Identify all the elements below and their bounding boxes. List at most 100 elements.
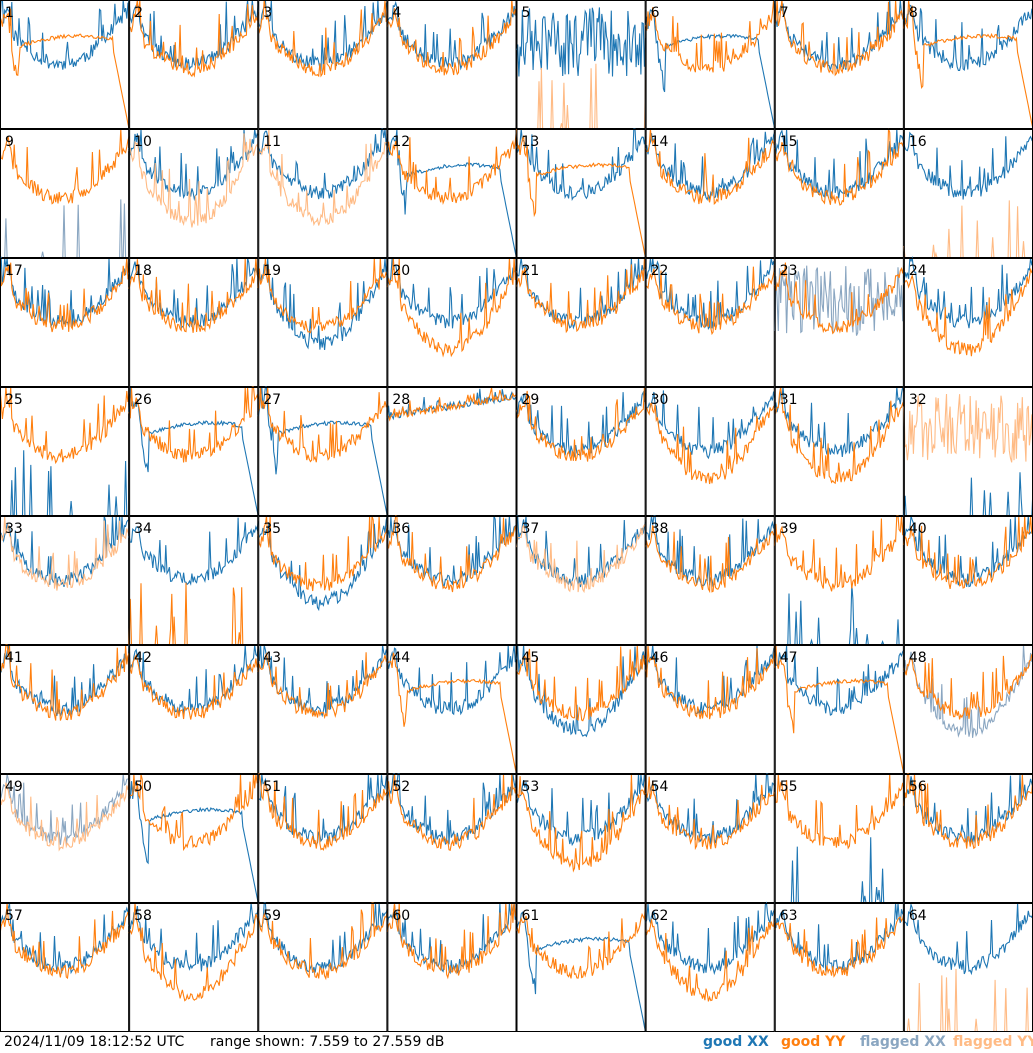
panel-50-xx-line (129, 780, 259, 904)
panel-48-xx-line (903, 644, 1033, 738)
panel-58-label: 58 (134, 908, 152, 924)
panel-37-yy-line (515, 524, 647, 594)
panel-35-label: 35 (263, 521, 281, 537)
panel-27-xx-line (257, 386, 388, 517)
panel-37-frame (516, 516, 646, 645)
footer: 2024/11/09 18:12:52 UTC range shown: 7.5… (0, 1032, 1033, 1053)
panel-56-label: 56 (909, 779, 927, 795)
panel-41: 41 (0, 644, 130, 774)
panel-8-yy-line (903, 0, 1033, 130)
panel-50-label: 50 (134, 779, 152, 795)
panel-12-label: 12 (392, 134, 410, 150)
panel-21: 21 (515, 257, 647, 387)
panel-7-xx-line (774, 0, 905, 71)
panel-43-frame (258, 645, 388, 774)
range-label: range shown: 7.559 to 27.559 dB (210, 1034, 445, 1050)
panel-19: 19 (257, 257, 388, 387)
panel-10-label: 10 (134, 134, 152, 150)
panel-10-yy-line (128, 133, 259, 228)
panel-23-xx-line (774, 265, 905, 336)
legend-good-yy-word: good (781, 1034, 821, 1050)
panel-49-frame (0, 774, 130, 903)
panel-1-xx-line (0, 0, 130, 70)
panel-20-xx-line (386, 257, 518, 329)
panel-33-yy-line (0, 515, 130, 591)
panel-30-label: 30 (651, 392, 669, 408)
panel-29-yy-line (515, 386, 647, 462)
panel-28: 28 (386, 387, 517, 516)
panel-36: 36 (386, 515, 518, 645)
panel-56-yy-line (903, 773, 1033, 850)
panel-55-label: 55 (780, 779, 798, 795)
panel-4: 4 (386, 0, 518, 129)
panel-2-yy-line (128, 0, 259, 78)
panel-56-xx-line (903, 774, 1033, 845)
panel-60-yy-line (386, 902, 517, 980)
panel-61-label: 61 (522, 908, 540, 924)
panel-52-yy-line (386, 773, 518, 851)
panel-36-xx-line (386, 515, 518, 588)
panel-11-xx-line (257, 128, 388, 200)
panel-6: 6 (645, 0, 776, 130)
legend-good-yy: good YY (781, 1034, 845, 1050)
panel-21-label: 21 (522, 263, 540, 279)
panel-5-label: 5 (522, 5, 531, 21)
panel-14-frame (645, 129, 775, 258)
panel-9-xx-line (0, 199, 130, 259)
panel-19-label: 19 (263, 263, 281, 279)
panel-3: 3 (257, 0, 388, 129)
panel-59-yy-line (257, 902, 388, 981)
panel-48: 48 (903, 644, 1033, 774)
panel-38-label: 38 (651, 521, 669, 537)
panel-40-yy-line (903, 515, 1033, 590)
panel-25-label: 25 (5, 392, 23, 408)
panel-19-frame (258, 258, 388, 387)
panel-26: 26 (128, 386, 259, 517)
panel-22-label: 22 (651, 263, 669, 279)
panel-36-yy-line (387, 515, 518, 593)
panel-30-frame (645, 387, 775, 516)
panel-49: 49 (0, 773, 130, 903)
panel-30: 30 (645, 387, 776, 516)
panel-13-yy-line (515, 128, 647, 259)
panel-28-label: 28 (392, 392, 410, 408)
panel-51: 51 (258, 773, 388, 903)
panel-57: 57 (0, 902, 130, 1032)
panel-51-frame (258, 774, 388, 903)
panel-27-label: 27 (263, 392, 281, 408)
panel-39-label: 39 (780, 521, 798, 537)
panel-11: 11 (257, 128, 388, 258)
panel-5-xx-line (515, 7, 647, 77)
panel-38-frame (645, 516, 775, 645)
panel-22-frame (645, 258, 775, 387)
panel-44: 44 (386, 644, 518, 775)
panel-21-yy-line (515, 257, 647, 334)
panel-37: 37 (515, 515, 647, 645)
panel-10-frame (129, 129, 259, 258)
panel-2-label: 2 (134, 5, 143, 21)
panel-44-label: 44 (392, 650, 410, 666)
panel-11-yy-line (257, 128, 388, 227)
panel-2-xx-line (128, 0, 259, 71)
panel-47-xx-line (774, 645, 905, 716)
panel-9-label: 9 (5, 134, 14, 150)
panel-15: 15 (774, 128, 905, 258)
panel-46-xx-line (645, 644, 776, 716)
panel-46-frame (645, 645, 775, 774)
panel-18-label: 18 (134, 263, 152, 279)
panel-34-label: 34 (134, 521, 152, 537)
panel-29: 29 (515, 386, 647, 516)
panel-7-frame (774, 0, 904, 129)
panel-27: 27 (257, 386, 388, 517)
panel-9-yy-line (0, 128, 130, 205)
panel-1-label: 1 (5, 5, 14, 21)
panel-52: 52 (386, 773, 518, 903)
panel-46: 46 (645, 644, 776, 774)
panel-39: 39 (774, 515, 905, 646)
panel-47-frame (774, 645, 904, 774)
panel-14-yy-line (645, 128, 776, 206)
panel-60-xx-line (386, 902, 518, 975)
panel-61-xx-line (515, 911, 647, 1032)
